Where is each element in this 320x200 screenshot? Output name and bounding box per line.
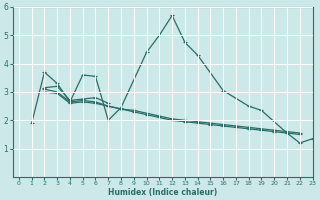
X-axis label: Humidex (Indice chaleur): Humidex (Indice chaleur): [108, 188, 217, 197]
